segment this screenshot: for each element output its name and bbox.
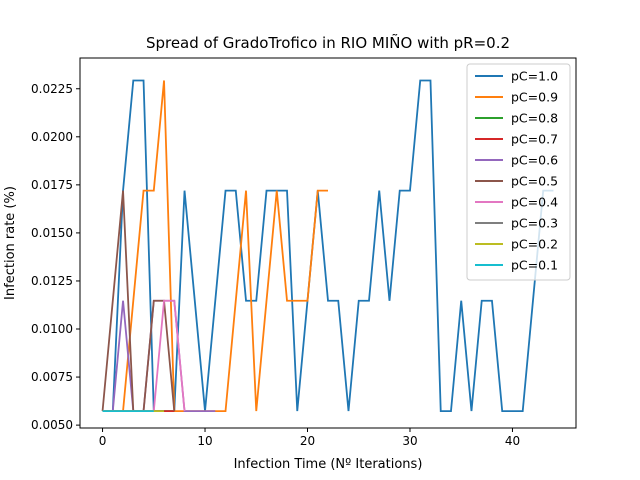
y-axis-label: Infection rate (%): [3, 186, 18, 300]
x-tick-label: 0: [99, 434, 107, 448]
y-tick-label: 0.0150: [31, 226, 73, 240]
legend-label: pC=0.5: [511, 174, 558, 189]
y-tick-label: 0.0050: [31, 418, 73, 432]
y-tick-label: 0.0175: [31, 178, 73, 192]
y-tick-label: 0.0125: [31, 274, 73, 288]
y-tick-label: 0.0225: [31, 82, 73, 96]
x-axis: 0 10 20 30 40: [99, 428, 520, 448]
legend-label: pC=0.4: [511, 195, 558, 210]
legend-label: pC=0.8: [511, 111, 558, 126]
x-tick-label: 40: [505, 434, 520, 448]
x-axis-label: Infection Time (Nº Iterations): [234, 457, 423, 472]
legend-label: pC=0.7: [511, 132, 558, 147]
legend-label: pC=0.1: [511, 258, 558, 273]
y-tick-label: 0.0075: [31, 370, 73, 384]
y-axis: 0.0050 0.0075 0.0100 0.0125 0.0150 0.0175 0.02…: [31, 82, 80, 432]
legend: pC=1.0 pC=0.9 pC=0.8 pC=0.7 pC=0.6 pC=0.5 pC=0…: [466, 63, 571, 281]
y-tick-label: 0.0200: [31, 130, 73, 144]
legend-label: pC=1.0: [511, 69, 558, 84]
legend-label: pC=0.6: [511, 153, 558, 168]
x-tick-label: 10: [197, 434, 212, 448]
legend-label: pC=0.2: [511, 237, 558, 252]
legend-label: pC=0.3: [511, 216, 558, 231]
legend-label: pC=0.9: [511, 90, 558, 105]
y-tick-label: 0.0100: [31, 322, 73, 336]
x-tick-label: 20: [300, 434, 315, 448]
x-tick-label: 30: [402, 434, 417, 448]
series-layer: [101, 79, 554, 412]
chart-title: Spread of GradoTrofico in RIO MIÑO with …: [146, 33, 510, 52]
plot-frame: [79, 57, 577, 429]
